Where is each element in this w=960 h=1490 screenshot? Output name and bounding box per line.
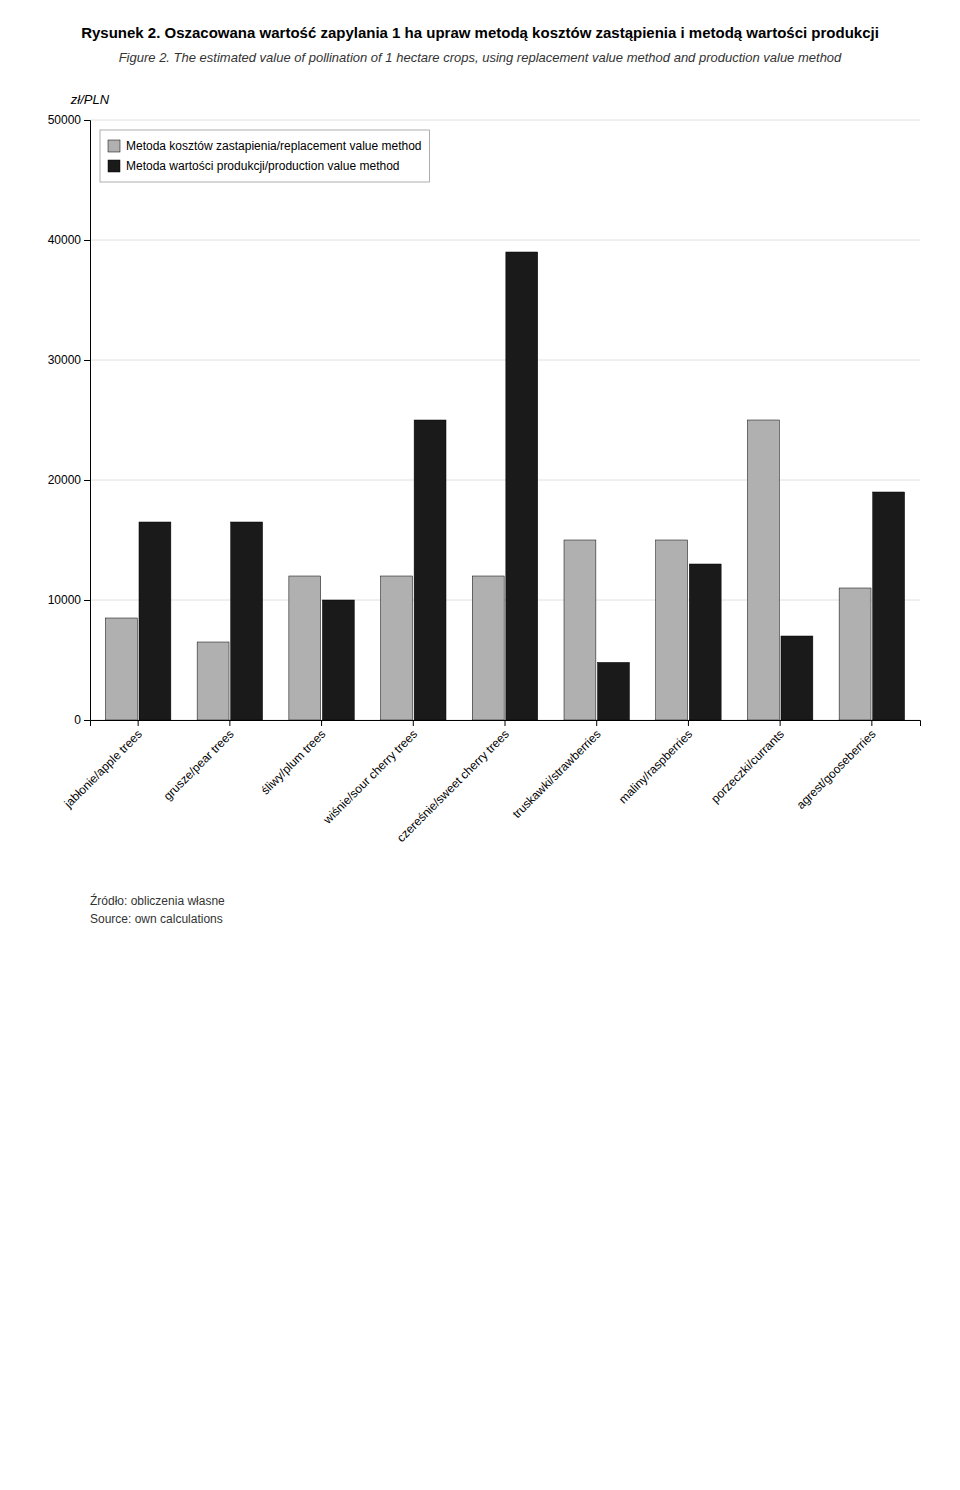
grid-line [90, 120, 920, 121]
bar [414, 420, 446, 720]
tick: maliny/raspberries [616, 720, 695, 806]
tick: 20000 [48, 473, 90, 487]
tick-label: śliwy/plum trees [258, 727, 328, 797]
bar [747, 420, 779, 720]
tick-label: 30000 [48, 353, 82, 367]
bar [564, 540, 596, 720]
tick-mark [780, 720, 781, 726]
annotation: Source: own calculations [90, 912, 223, 926]
tick: jabłonie/apple trees [61, 720, 145, 811]
tick-label: czereśnie/sweet cherry trees [394, 727, 512, 845]
tick-mark [321, 720, 322, 726]
bar [289, 576, 321, 720]
grid-line [90, 360, 920, 361]
bar [472, 576, 504, 720]
legend-item: Metoda wartości produkcji/production val… [108, 159, 399, 173]
bar [506, 252, 538, 720]
tick-mark [84, 480, 90, 481]
annotation: Źródło: obliczenia własne [90, 893, 225, 908]
tick-mark [413, 720, 414, 726]
tick-label: grusze/pear trees [161, 727, 237, 803]
tick-label: truskawki/strawberries [510, 727, 604, 821]
tick-mark [84, 600, 90, 601]
tick: porzeczki/currants [708, 720, 787, 806]
tick: czereśnie/sweet cherry trees [394, 720, 512, 845]
bar [839, 588, 871, 720]
tick: agrest/gooseberries [794, 720, 879, 812]
tick-label: 20000 [48, 473, 82, 487]
tick-label: 0 [74, 713, 81, 727]
series [105, 420, 871, 720]
tick: grusze/pear trees [161, 720, 237, 803]
tick-label: porzeczki/currants [708, 727, 787, 806]
tick-mark [229, 720, 230, 726]
tick-mark [871, 720, 872, 726]
tick-label: agrest/gooseberries [794, 727, 879, 812]
series [139, 252, 905, 720]
grid [90, 120, 920, 720]
bar [873, 492, 905, 720]
bar [781, 636, 813, 720]
grid-line [90, 240, 920, 241]
bar [381, 576, 413, 720]
bar [689, 564, 721, 720]
tick-mark [596, 720, 597, 726]
tick-label: 50000 [48, 113, 82, 127]
x-axis: jabłonie/apple treesgrusze/pear trees śli… [61, 720, 921, 845]
title: Rysunek 2. Oszacowana wartość zapylania … [81, 24, 879, 41]
axis-line [91, 721, 921, 727]
tick-mark [84, 240, 90, 241]
grid-line [90, 480, 920, 481]
bars [105, 252, 904, 720]
tick: wiśnie/sour cherry trees [320, 720, 420, 827]
tick-label: jabłonie/apple trees [61, 727, 145, 811]
tick-mark [138, 720, 139, 726]
tick-mark [505, 720, 506, 726]
legend-item: Metoda kosztów zastapienia/replacement v… [108, 139, 422, 153]
tick: 30000 [48, 353, 90, 367]
bar [105, 618, 137, 720]
y-axis: 0 10000 20000 30000 40000 50000 [48, 113, 91, 727]
tick: śliwy/plum trees [258, 720, 328, 797]
bar [197, 642, 229, 720]
tick-mark [84, 120, 90, 121]
plot: 0 10000 20000 30000 40000 50000 jabłonie/apple… [48, 113, 921, 845]
legend-frame [100, 130, 430, 182]
y-axis-label: zł/PLN [70, 92, 110, 107]
legend-label: Metoda wartości produkcji/production val… [126, 159, 399, 173]
axis-line [84, 121, 91, 721]
tick: 50000 [48, 113, 90, 127]
tick-mark [688, 720, 689, 726]
tick-mark [84, 360, 90, 361]
bar [231, 522, 263, 720]
tick: 40000 [48, 233, 90, 247]
legend-label: Metoda kosztów zastapienia/replacement v… [126, 139, 422, 153]
grid-line [90, 600, 920, 601]
bar [598, 662, 630, 720]
legend: Metoda kosztów zastapienia/replacement v… [100, 130, 430, 182]
tick: truskawki/strawberries [510, 720, 604, 821]
tick-mark [84, 720, 90, 721]
chart: Rysunek 2. Oszacowana wartość zapylania … [0, 0, 960, 1000]
bar [656, 540, 688, 720]
legend-swatch [108, 160, 120, 172]
legend-swatch [108, 140, 120, 152]
bar [322, 600, 354, 720]
tick-label: 40000 [48, 233, 82, 247]
subtitle: Figure 2. The estimated value of pollina… [119, 50, 842, 65]
tick: 10000 [48, 593, 90, 607]
tick-label: 10000 [48, 593, 82, 607]
tick: 0 [74, 713, 90, 727]
tick-label: wiśnie/sour cherry trees [320, 727, 420, 827]
tick-label: maliny/raspberries [616, 727, 695, 806]
bar [139, 522, 171, 720]
